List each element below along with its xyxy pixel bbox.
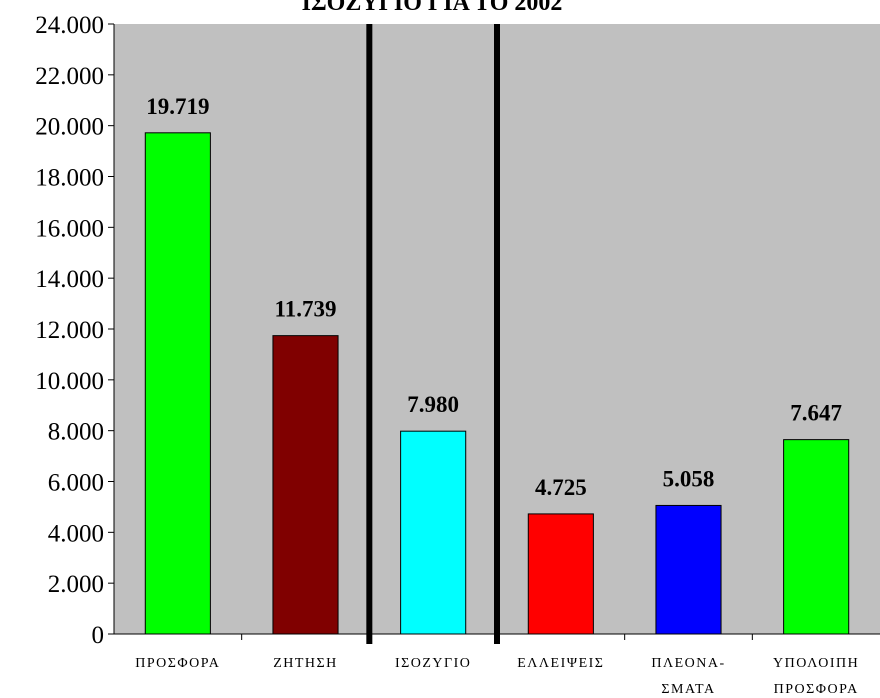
y-tick-label: 18.000: [35, 165, 104, 192]
data-label: 19.719: [146, 94, 209, 119]
bar: [272, 335, 339, 635]
bar: [400, 430, 467, 635]
y-tick-label: 12.000: [35, 317, 104, 344]
x-category-label: ΕΛΛΕΙΨΕΙΣ: [517, 656, 604, 671]
bar: [655, 504, 722, 635]
x-category-label: ΠΡΟΣΦΟΡΑ: [774, 682, 859, 697]
x-category-label: ΣΜΑΤΑ: [661, 682, 715, 697]
y-tick-label: 14.000: [35, 266, 104, 293]
y-tick-label: 8.000: [48, 419, 104, 446]
data-label: 7.647: [790, 401, 842, 426]
separators: [366, 24, 500, 644]
x-axis: ΠΡΟΣΦΟΡΑ ΖΗΤΗΣΗ ΙΣΟΖΥΓΙΟ ΕΛΛΕΙΨΕΙΣ ΠΛΕΟΝΑ- ΣΜ…: [114, 633, 880, 697]
bar: [783, 439, 850, 635]
x-category-label: ΖΗΤΗΣΗ: [273, 656, 338, 671]
x-category-label: ΙΣΟΖΥΓΙΟ: [395, 656, 471, 671]
y-tick-label: 10.000: [35, 368, 104, 395]
bars: 19.719 11.739 7.980 4.725 5.058 7.647: [144, 94, 850, 635]
chart-title: ΙΣΟΖΥΓΙΟ ΓΙΑ ΤΟ 2002: [302, 0, 563, 16]
data-label: 11.739: [275, 297, 337, 322]
data-label: 4.725: [535, 475, 587, 500]
y-tick-label: 20.000: [35, 114, 104, 141]
x-category-label: ΠΛΕΟΝΑ-: [651, 656, 725, 671]
data-label: 7.980: [407, 392, 459, 417]
y-tick-label: 4.000: [48, 520, 104, 547]
y-tick-label: 22.000: [35, 63, 104, 90]
y-tick-label: 2.000: [48, 571, 104, 598]
data-label: 5.058: [663, 466, 715, 491]
bar: [527, 513, 594, 635]
bar: [144, 132, 211, 635]
x-category-label: ΠΡΟΣΦΟΡΑ: [135, 656, 220, 671]
y-tick-label: 0: [92, 622, 105, 649]
y-axis: 0 2.000 4.000 6.000 8.000 10.000 12.000 14.000 1…: [35, 12, 115, 649]
y-tick-label: 6.000: [48, 470, 104, 497]
x-category-label: ΥΠΟΛΟΙΠΗ: [773, 656, 859, 671]
y-tick-label: 16.000: [35, 215, 104, 242]
y-tick-label: 24.000: [35, 12, 104, 39]
